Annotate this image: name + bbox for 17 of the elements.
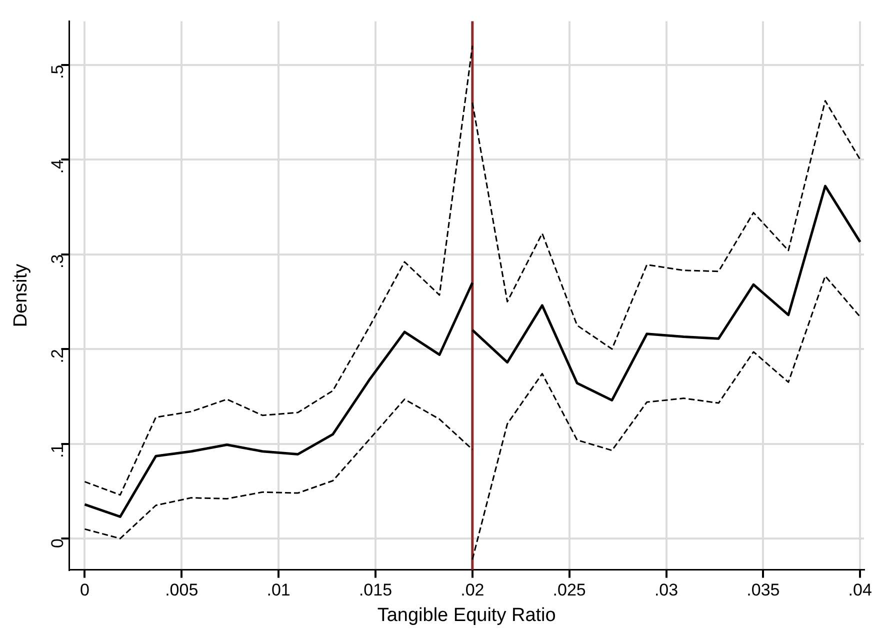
y-tick-label: .3: [48, 254, 67, 268]
x-tick-label: 0: [80, 580, 90, 600]
y-axis-title: Density: [10, 263, 32, 328]
x-tick-label: .035: [746, 580, 780, 600]
y-tick-label: .2: [48, 349, 67, 364]
x-tick-label: .03: [654, 580, 678, 600]
y-tick-label: .1: [48, 444, 67, 458]
y-tick-label: 0: [48, 538, 67, 548]
y-tick-label: .5: [48, 64, 67, 79]
x-axis-title: Tangible Equity Ratio: [377, 604, 556, 626]
x-tick-label: .015: [358, 580, 392, 600]
y-tick-label: .4: [48, 160, 67, 174]
x-tick-label: .01: [266, 580, 290, 600]
x-tick-label: .025: [552, 580, 586, 600]
x-tick-label: .04: [848, 580, 872, 600]
x-tick-label: .02: [460, 580, 484, 600]
x-tick-label: .005: [165, 580, 198, 600]
